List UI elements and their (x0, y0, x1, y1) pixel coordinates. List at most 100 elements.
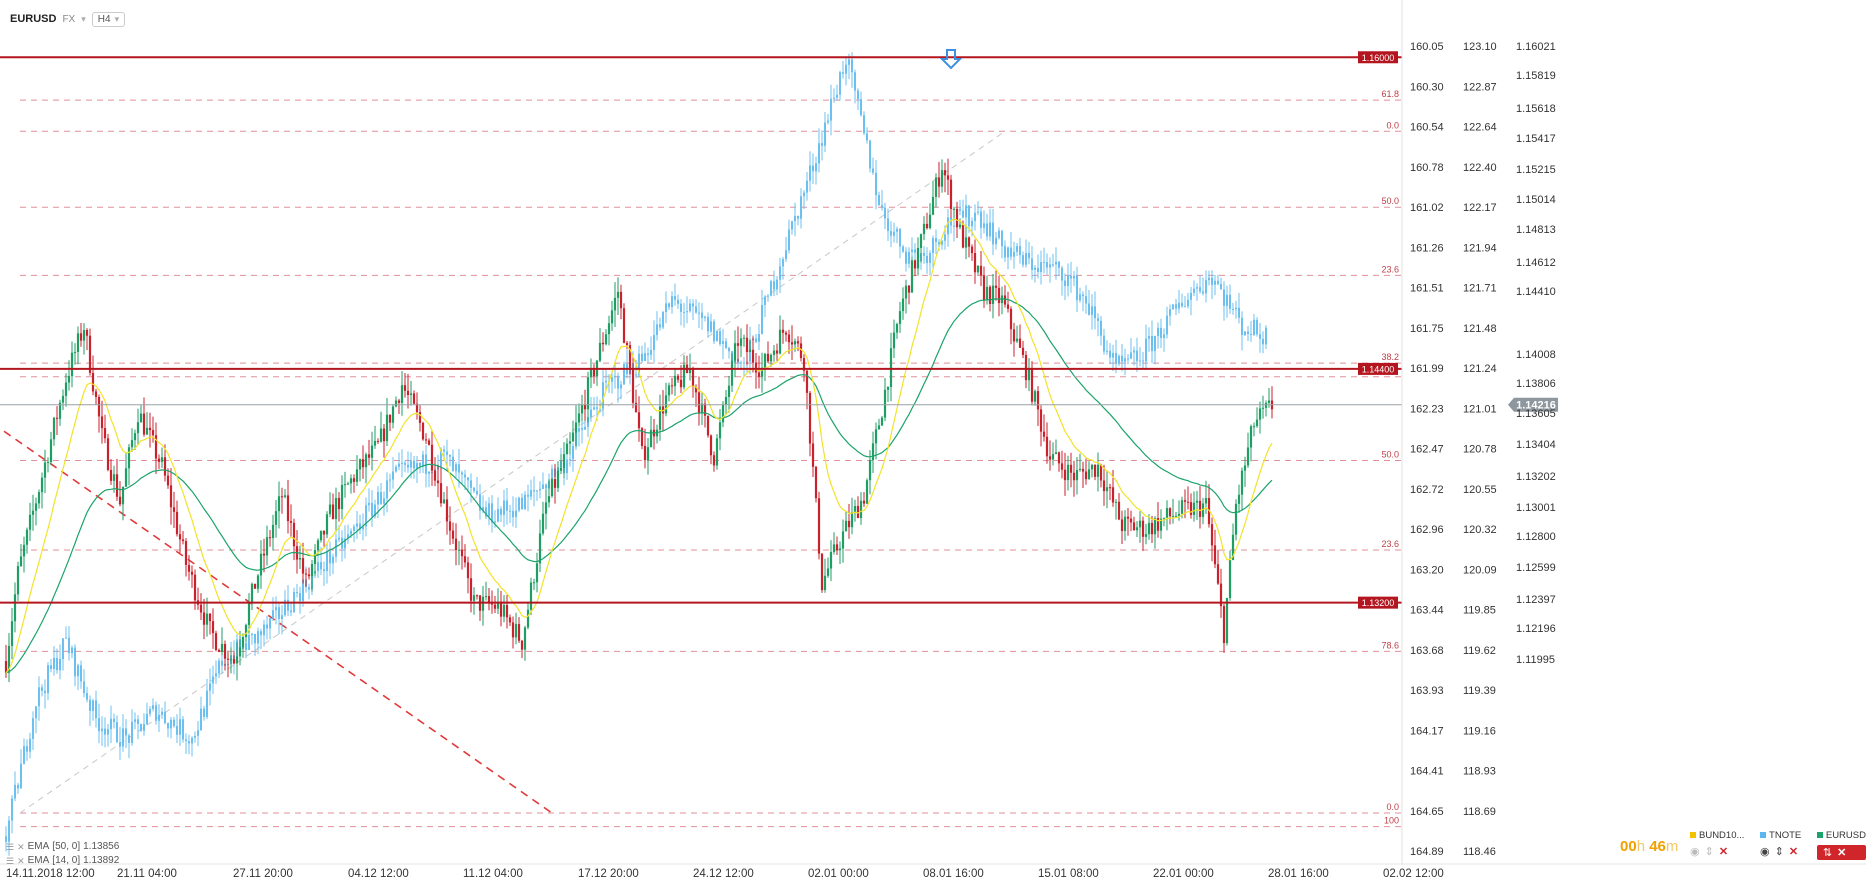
close-icon[interactable]: ✕ (1788, 846, 1799, 858)
close-icon[interactable]: ✕ (17, 856, 25, 866)
overlay-candle-body (776, 279, 778, 290)
market-label[interactable]: FX (62, 13, 76, 25)
key-level-value: 1.16000 (1362, 53, 1395, 63)
overlay-candle-body (1202, 291, 1204, 294)
overlay-candle-body (1187, 299, 1189, 307)
candle-body (1264, 402, 1268, 408)
candle-body (1162, 517, 1166, 519)
overlay-candle-body (902, 246, 904, 252)
candle-body (898, 311, 902, 324)
overlay-candle-body (770, 281, 772, 296)
overlay-candle-body (878, 195, 880, 206)
overlay-candle-body (800, 196, 802, 219)
eye-icon[interactable]: ◉ (1690, 846, 1700, 858)
eye-icon[interactable]: ◉ (1760, 846, 1770, 858)
candle-body (1009, 308, 1013, 330)
bund-axis-tick: 162.23 (1410, 403, 1444, 415)
candle-body (445, 499, 449, 522)
candle-body (148, 427, 152, 431)
overlay-candle-body (74, 647, 76, 677)
overlay-candle-body (1043, 262, 1045, 264)
candle-body (88, 335, 92, 373)
overlay-candle-body (1142, 360, 1144, 362)
chevron-down-icon[interactable]: ▾ (81, 13, 86, 24)
tnote-axis-tick: 122.17 (1463, 202, 1497, 214)
overlay-candle-body (380, 491, 382, 504)
candle-body (1240, 470, 1244, 495)
bund-axis-tick: 163.68 (1410, 645, 1444, 657)
close-icon[interactable]: ✕ (1837, 847, 1847, 859)
overlay-candle-body (23, 746, 25, 764)
menu-icon[interactable]: ☰ (6, 856, 15, 866)
symbol-label[interactable]: EURUSD (10, 13, 57, 25)
overlay-candle-body (128, 735, 130, 743)
timeframe-select[interactable]: H4 ▾ (91, 11, 126, 27)
candle-body (442, 499, 446, 504)
candle-body (694, 386, 698, 393)
overlay-candle-body (32, 718, 34, 739)
fib-level-label: 61.8 (1381, 89, 1399, 99)
candle-body (319, 530, 323, 541)
overlay-candle-body (533, 490, 535, 492)
candle-body (805, 370, 809, 393)
overlay-candle-body (806, 180, 808, 193)
overlay-candle-body (896, 228, 898, 232)
overlay-candle-body (194, 735, 196, 738)
candle-body (1057, 452, 1061, 464)
overlay-candle-body (1247, 331, 1249, 334)
candle-body (907, 285, 911, 293)
candle-body (1117, 501, 1121, 520)
candle-body (730, 360, 734, 386)
overlay-candle-body (1106, 350, 1108, 352)
candle-body (451, 530, 455, 539)
candle-body (1243, 465, 1247, 471)
compare-icon[interactable]: ⇅ (1822, 847, 1833, 859)
candle-body (985, 286, 989, 301)
current-price-tag (1508, 397, 1558, 412)
overlay-candle-body (5, 836, 7, 842)
overlay-candle-body (308, 587, 310, 590)
candle-body (61, 395, 65, 403)
move-icon[interactable]: ⇕ (1774, 846, 1784, 858)
candle-body (841, 531, 845, 549)
candle-body (367, 454, 371, 458)
candle-body (253, 583, 257, 589)
candle-body (1174, 515, 1178, 517)
overlay-candle-body (653, 335, 655, 350)
overlay-candle-body (1109, 350, 1111, 358)
close-icon[interactable]: ✕ (1718, 846, 1729, 858)
legend-item-eurusd[interactable]: EURUSD ⇅ ✕ (1816, 830, 1866, 860)
candle-body (913, 260, 917, 269)
overlay-candle-body (272, 610, 274, 619)
candle-body (109, 469, 113, 481)
overlay-candle-body (374, 504, 376, 517)
overlay-candle-body (1232, 308, 1234, 310)
overlay-candle-body (1040, 262, 1042, 272)
candle-body (1114, 501, 1118, 503)
candle-body (943, 170, 947, 176)
indicator-ema14[interactable]: ☰ ✕ EMA [14, 0] 1.13892 (6, 854, 119, 868)
legend-item-bund[interactable]: BUND10... ◉ ⇕ ✕ (1690, 830, 1744, 860)
overlay-candle-body (581, 428, 583, 430)
candle-body (1093, 464, 1097, 477)
overlay-candle-body (1022, 255, 1024, 265)
candle-body (568, 441, 572, 444)
overlay-candle-body (674, 296, 676, 300)
candle-body (1255, 419, 1259, 427)
overlay-candle-body (860, 99, 862, 116)
candle-body (214, 633, 218, 650)
indicator-params: [50, 0] (52, 841, 81, 852)
close-icon[interactable]: ✕ (17, 842, 25, 852)
menu-icon[interactable]: ☰ (6, 842, 15, 852)
indicator-ema50[interactable]: ☰ ✕ EMA [50, 0] 1.13856 (6, 840, 119, 854)
eurusd-axis-tick: 1.13001 (1516, 502, 1556, 514)
legend-item-tnote[interactable]: TNOTE ◉ ⇕ ✕ (1760, 830, 1801, 860)
bund-axis-tick: 162.47 (1410, 444, 1444, 456)
candle-body (1081, 468, 1085, 472)
overlay-candle-body (1217, 280, 1219, 285)
overlay-candle-body (623, 364, 625, 385)
candle-body (145, 427, 149, 435)
overlay-candle-body (419, 463, 421, 466)
move-icon[interactable]: ⇕ (1704, 846, 1714, 858)
